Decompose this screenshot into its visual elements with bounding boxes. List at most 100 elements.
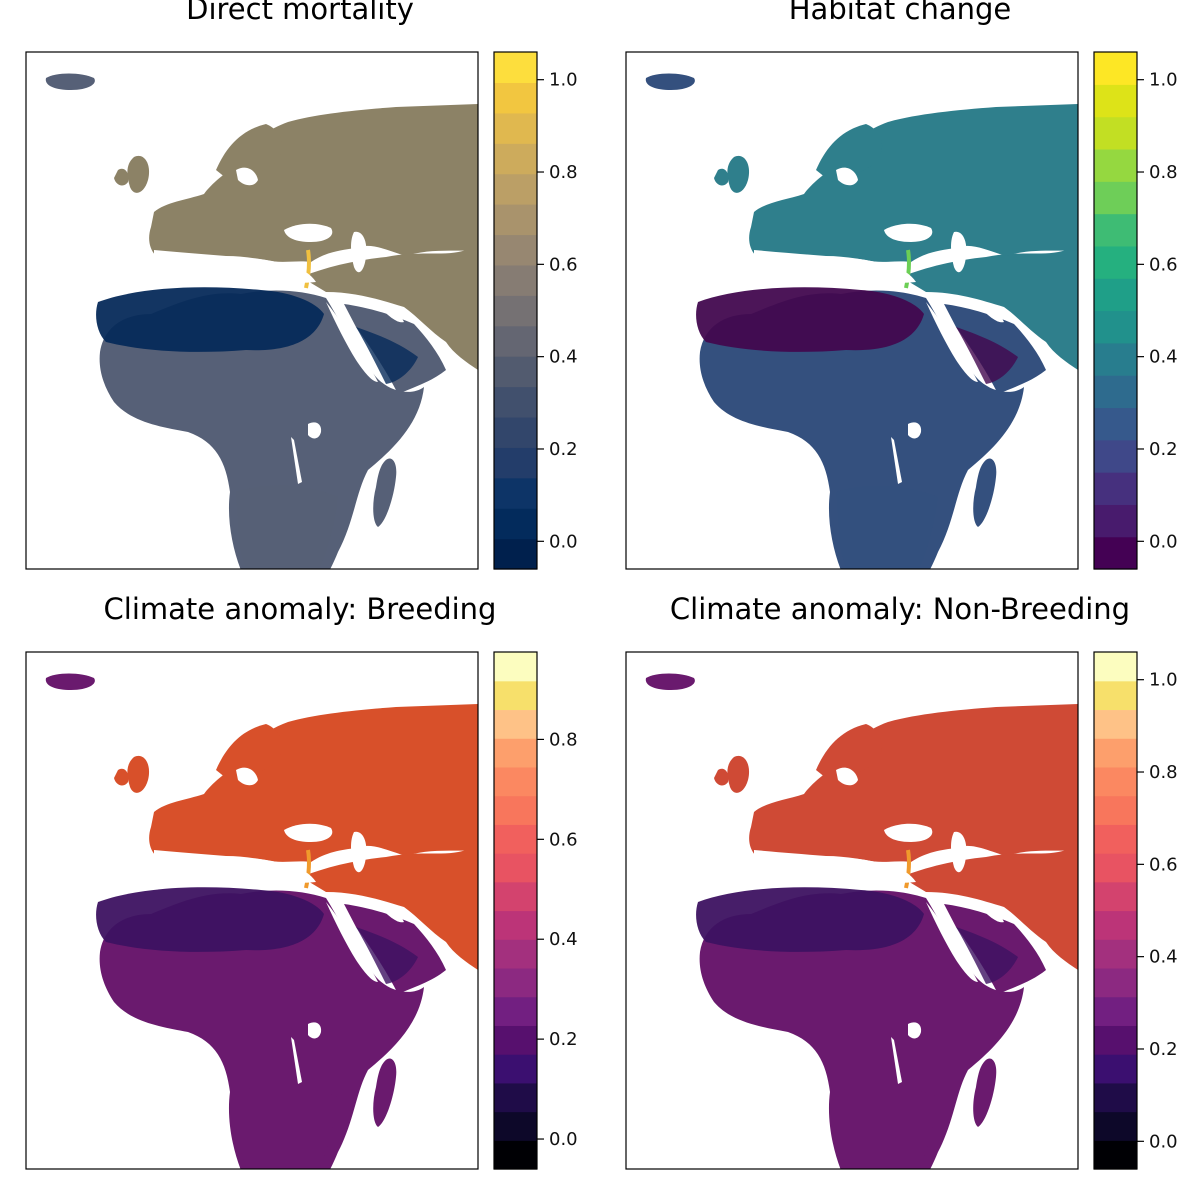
legend-swatch bbox=[1094, 1025, 1137, 1055]
legend-tick-label: 0.6 bbox=[1149, 854, 1178, 875]
legend-swatch bbox=[1094, 824, 1137, 854]
legend-swatch bbox=[1094, 967, 1137, 998]
legend-tick-label: 0.0 bbox=[549, 1129, 578, 1150]
africa-landmass bbox=[699, 290, 1024, 569]
baltic-sea bbox=[236, 767, 258, 786]
caspian-sea bbox=[951, 231, 967, 273]
scandinavia-landmass bbox=[216, 724, 283, 782]
africa-landmass bbox=[699, 890, 1024, 1169]
lake-tanganyika bbox=[291, 1037, 302, 1084]
ireland-landmass bbox=[114, 168, 129, 186]
legend-swatch bbox=[494, 1082, 537, 1113]
legend-swatch bbox=[1094, 1111, 1137, 1141]
legend-swatch bbox=[494, 738, 537, 768]
scandinavia-landmass bbox=[816, 724, 883, 782]
panel-title: Climate anomaly: Non-Breeding bbox=[669, 592, 1131, 626]
legend-swatch bbox=[1094, 1140, 1137, 1170]
legend-tick-label: 0.2 bbox=[549, 1029, 578, 1050]
europe-landmass bbox=[149, 104, 478, 262]
legend-swatch bbox=[1094, 148, 1137, 182]
red-sea bbox=[326, 902, 378, 982]
arabian-desert-region bbox=[956, 327, 1018, 384]
legend-swatch bbox=[1094, 278, 1137, 312]
europe-landmass bbox=[149, 704, 478, 862]
legend-swatch bbox=[1094, 680, 1137, 711]
red-sea bbox=[926, 902, 978, 982]
legend-swatch bbox=[494, 325, 537, 357]
legend-tick-label: 0.8 bbox=[1149, 162, 1178, 183]
nile-delta bbox=[904, 249, 912, 289]
southern-africa-region bbox=[236, 1085, 338, 1169]
legend-swatch bbox=[1094, 375, 1137, 409]
legend-tick-label: 0.4 bbox=[549, 347, 578, 368]
britain-landmass bbox=[727, 155, 750, 193]
legend-swatch bbox=[494, 1111, 537, 1141]
legend-swatch bbox=[494, 52, 537, 84]
legend-tick-label: 1.0 bbox=[549, 70, 578, 91]
legend-tick-label: 0.8 bbox=[1149, 762, 1178, 783]
persian-gulf bbox=[378, 900, 404, 923]
britain-landmass bbox=[127, 755, 150, 793]
ireland-landmass bbox=[114, 768, 129, 786]
legend-swatch bbox=[1094, 52, 1137, 85]
lake-victoria bbox=[308, 1022, 322, 1039]
persian-gulf bbox=[978, 900, 1004, 923]
legend-swatch bbox=[494, 295, 537, 327]
legend-swatch bbox=[494, 680, 537, 711]
panel-title: Climate anomaly: Breeding bbox=[103, 592, 497, 626]
panel-climate-nonbreeding: Climate anomaly: Non-Breeding 0.0 0.2 0.4 0… bbox=[600, 592, 1200, 1200]
arabian-desert-region bbox=[356, 927, 418, 984]
nile-delta bbox=[904, 849, 912, 889]
scandinavia-landmass bbox=[216, 124, 283, 182]
legend-swatch bbox=[1094, 766, 1137, 797]
legend-swatch bbox=[1094, 939, 1137, 969]
legend-swatch bbox=[494, 910, 537, 940]
legend-swatch bbox=[494, 824, 537, 854]
legend-swatch bbox=[494, 853, 537, 883]
arabian-desert-region bbox=[356, 327, 418, 384]
legend-tick-label: 1.0 bbox=[1149, 670, 1178, 691]
legend-swatch bbox=[494, 967, 537, 998]
red-sea bbox=[926, 302, 978, 382]
sahara-region bbox=[696, 287, 924, 352]
red-sea bbox=[326, 302, 378, 382]
madagascar-landmass bbox=[973, 458, 997, 527]
lake-victoria bbox=[908, 1022, 922, 1039]
legend-swatch bbox=[494, 881, 537, 912]
west-asia-landmass bbox=[301, 848, 478, 970]
legend-swatch bbox=[494, 143, 537, 175]
color-legend: 0.0 0.2 0.4 0.6 0.8 bbox=[493, 651, 578, 1170]
legend-swatch bbox=[494, 416, 537, 448]
legend-swatch bbox=[1094, 910, 1137, 940]
legend-swatch bbox=[494, 234, 537, 266]
southern-africa-region bbox=[836, 485, 938, 569]
legend-swatch bbox=[1094, 795, 1137, 825]
legend-swatch bbox=[1094, 213, 1137, 247]
color-legend: 0.0 0.2 0.4 0.6 0.8 1.0 bbox=[1093, 51, 1178, 570]
mediterranean-sea bbox=[754, 250, 916, 283]
legend-swatch bbox=[1094, 310, 1137, 344]
madagascar-landmass bbox=[373, 458, 397, 527]
legend-swatch bbox=[494, 477, 537, 509]
legend-swatch bbox=[1094, 245, 1137, 279]
europe-landmass bbox=[749, 704, 1078, 862]
legend-frame bbox=[1093, 651, 1138, 1170]
legend-swatch bbox=[494, 82, 537, 114]
legend-swatch bbox=[494, 204, 537, 236]
baltic-sea bbox=[836, 767, 858, 786]
persian-gulf bbox=[978, 300, 1004, 323]
legend-swatch bbox=[1094, 709, 1137, 739]
legend-swatch bbox=[1094, 439, 1137, 473]
map-frame bbox=[625, 651, 1079, 1170]
legend-tick-label: 0.6 bbox=[549, 829, 578, 850]
legend-swatch bbox=[494, 766, 537, 797]
legend-swatch bbox=[1094, 504, 1137, 538]
map-panel-svg: 0.0 0.2 0.4 0.6 0.8 bbox=[25, 651, 578, 1170]
iceland-landmass bbox=[645, 673, 695, 690]
legend-swatch bbox=[494, 356, 537, 388]
arabian-desert-region bbox=[956, 927, 1018, 984]
legend-swatch bbox=[494, 447, 537, 479]
lake-victoria bbox=[908, 422, 922, 439]
legend-swatch bbox=[494, 1025, 537, 1055]
sahara-region bbox=[96, 287, 324, 352]
